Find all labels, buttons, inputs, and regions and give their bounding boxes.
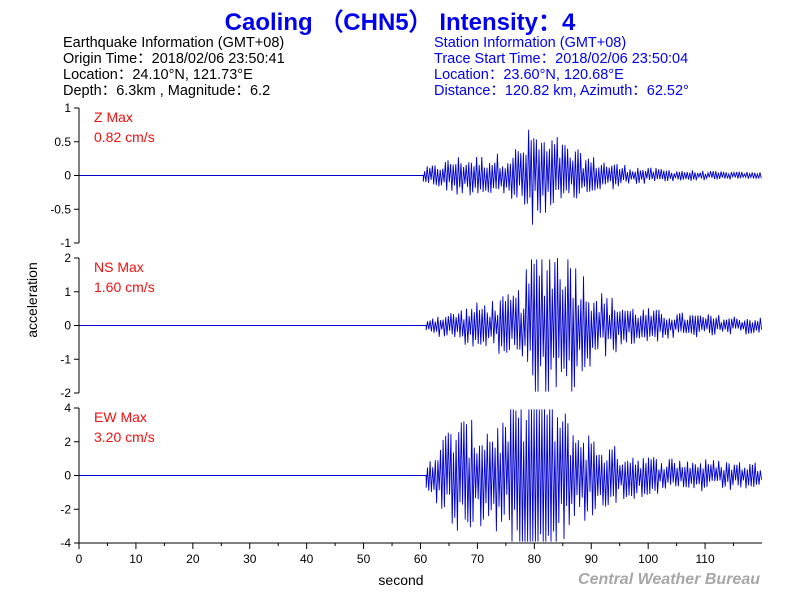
max-value-ew: 3.20 cm/s	[94, 429, 155, 445]
y-tick-label: 2	[64, 435, 71, 449]
x-tick-label: 90	[585, 552, 599, 566]
y-tick-label: -2	[60, 502, 71, 516]
max-label-ew: EW Max	[94, 409, 147, 425]
y-tick-label: -1	[60, 352, 71, 366]
x-tick-label: 100	[638, 552, 658, 566]
y-tick-label: 0	[64, 469, 71, 483]
y-tick-label: 1	[64, 285, 71, 299]
x-tick-label: 110	[696, 552, 715, 566]
y-axis-label: acceleration	[24, 262, 40, 338]
y-tick-label: 0	[64, 169, 71, 183]
y-tick-label: 2	[64, 251, 71, 265]
x-tick-label: 40	[300, 552, 314, 566]
depth-magnitude: Depth：6.3km , Magnitude：6.2	[63, 83, 271, 99]
y-tick-label: -4	[60, 536, 71, 550]
y-tick-label: 0.5	[54, 135, 71, 149]
max-label-ns: NS Max	[94, 259, 144, 275]
waveform-ns	[79, 257, 763, 392]
x-tick-label: 80	[528, 552, 542, 566]
credit-label: Central Weather Bureau	[578, 571, 760, 588]
y-tick-label: -2	[60, 386, 71, 400]
chart-title: Caoling （CHN5） Intensity：4	[224, 9, 576, 36]
station-info: Station Information (GMT+08) Trace Start…	[434, 35, 689, 99]
x-axis-label: second	[378, 572, 423, 588]
origin-time: Origin Time：2018/02/06 23:50:41	[63, 51, 285, 67]
y-tick-label: -1	[60, 236, 71, 250]
x-tick-label: 0	[76, 552, 83, 566]
x-tick-label: 30	[243, 552, 257, 566]
y-tick-label: -0.5	[50, 202, 71, 216]
earthquake-info: Earthquake Information (GMT+08) Origin T…	[63, 35, 285, 99]
epicenter-location: Location：24.10°N, 121.73°E	[63, 67, 253, 83]
y-tick-label: 4	[64, 401, 71, 415]
waveform-ew	[79, 409, 763, 542]
distance-azimuth: Distance：120.82 km, Azimuth：62.52°	[434, 83, 689, 99]
x-tick-label: 70	[471, 552, 485, 566]
x-tick-label: 50	[357, 552, 371, 566]
station-location: Location：23.60°N, 120.68°E	[434, 67, 624, 83]
y-tick-label: 1	[64, 101, 71, 115]
max-label-z: Z Max	[94, 109, 133, 125]
y-tick-label: 0	[64, 319, 71, 333]
max-value-z: 0.82 cm/s	[94, 129, 155, 145]
trace-start-time: Trace Start Time：2018/02/06 23:50:04	[434, 51, 689, 67]
x-tick-label: 60	[414, 552, 428, 566]
x-tick-label: 20	[186, 552, 200, 566]
earthquake-info-header: Earthquake Information (GMT+08)	[63, 35, 285, 51]
max-value-ns: 1.60 cm/s	[94, 279, 155, 295]
station-info-header: Station Information (GMT+08)	[434, 35, 627, 51]
x-tick-label: 10	[129, 552, 143, 566]
waveform-z	[79, 129, 762, 225]
